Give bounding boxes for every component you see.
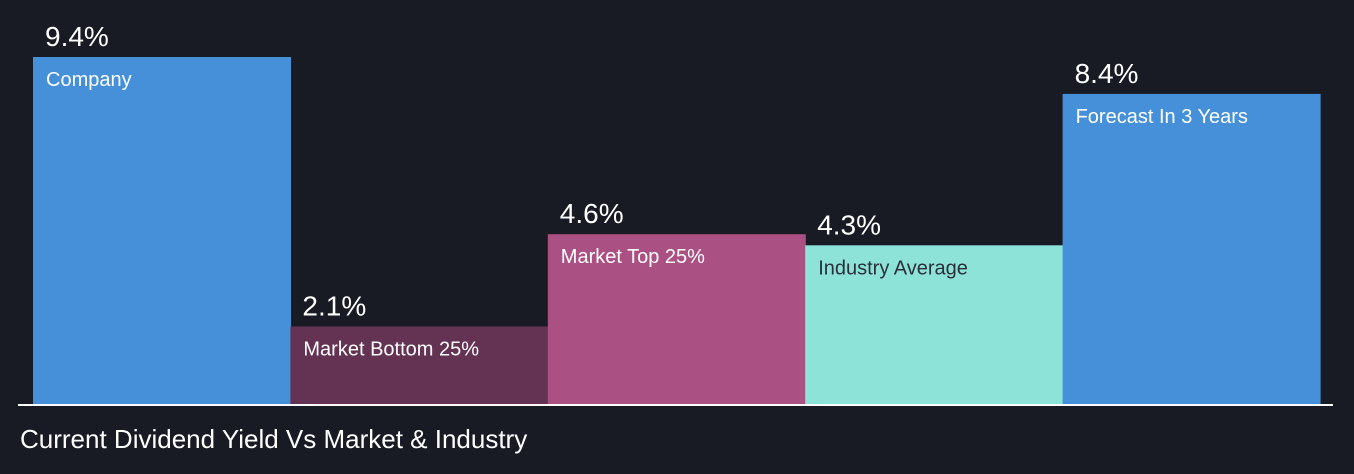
bar-value-label: 8.4% (1075, 58, 1139, 89)
bar-value-label: 9.4% (45, 21, 109, 52)
bar-category-label: Market Top 25% (561, 246, 705, 268)
bar-market-bottom-25 (290, 326, 549, 404)
bar-forecast-in-3-years (1062, 93, 1321, 405)
bar-category-label: Company (46, 69, 132, 91)
chart-title: Current Dividend Yield Vs Market & Indus… (20, 424, 528, 454)
bar-category-label: Forecast In 3 Years (1076, 106, 1248, 128)
bar-industry-average (805, 245, 1064, 404)
bar-category-label: Industry Average (818, 257, 968, 279)
bar-market-top-25 (547, 234, 806, 404)
bar-value-label: 2.1% (302, 291, 366, 322)
bar-value-label: 4.3% (817, 209, 881, 240)
bar-company (33, 57, 291, 404)
bar-category-label: Market Bottom 25% (303, 339, 479, 361)
bars-group: Company 9.4% Market Bottom 25% 2.1% Market T… (33, 21, 1321, 405)
bar-value-label: 4.6% (560, 198, 624, 229)
